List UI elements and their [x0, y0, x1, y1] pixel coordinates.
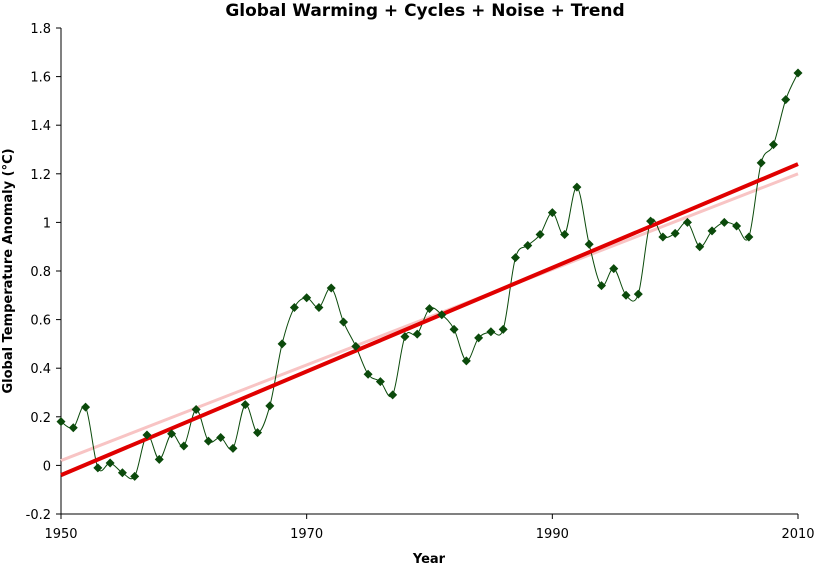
y-tick-label: 1.8	[30, 22, 51, 37]
data-point-marker	[191, 405, 201, 415]
data-point-marker	[277, 339, 287, 349]
data-point-marker	[105, 458, 115, 468]
plot-area	[56, 68, 803, 481]
y-axis-label: Global Temperature Anomaly (°C)	[1, 148, 16, 393]
data-point-marker	[596, 281, 606, 291]
y-tick-label: 0	[43, 459, 51, 474]
data-point-marker	[486, 327, 496, 337]
data-point-marker	[510, 253, 520, 263]
data-point-marker	[253, 428, 263, 438]
data-point-marker	[93, 463, 103, 473]
x-tick-label: 2010	[781, 527, 814, 542]
data-point-marker	[68, 423, 78, 433]
y-tick-label: 0.6	[30, 314, 51, 329]
trend-line	[60, 162, 799, 477]
axes: -0.2 0 0.2 0.4 0.6 0.8 1 1.2 1.4 1.6 1.8 1950 1970 19…	[26, 22, 815, 542]
faint-trend-line	[60, 172, 799, 462]
data-point-marker	[265, 401, 275, 411]
data-point-marker	[388, 390, 398, 400]
data-point-marker	[498, 324, 508, 334]
data-point-marker	[203, 436, 213, 446]
y-tick-label: -0.2	[26, 508, 51, 523]
data-point-marker	[547, 208, 557, 218]
data-point-marker	[768, 140, 778, 150]
y-tick-label: 0.4	[30, 362, 51, 377]
data-point-marker	[375, 377, 385, 387]
data-point-marker	[400, 332, 410, 342]
data-point-marker	[461, 356, 471, 366]
data-point-marker	[314, 302, 324, 312]
x-tick-label: 1970	[290, 527, 323, 542]
chart-title: Global Warming + Cycles + Noise + Trend	[225, 1, 624, 21]
y-tick-label: 0.8	[30, 265, 51, 280]
y-tick-label: 1.2	[30, 168, 51, 183]
data-point-marker	[744, 232, 754, 242]
data-point-marker	[216, 432, 226, 442]
data-point-marker	[732, 221, 742, 231]
y-tick-label: 1.6	[30, 71, 51, 86]
data-point-marker	[228, 443, 238, 453]
data-point-marker	[609, 264, 619, 274]
data-point-marker	[302, 293, 312, 303]
data-point-marker	[449, 324, 459, 334]
data-point-marker	[756, 158, 766, 168]
data-point-marker	[584, 239, 594, 249]
y-tick-label: 1	[43, 216, 51, 231]
data-point-marker	[363, 369, 373, 379]
data-point-marker	[142, 430, 152, 440]
data-point-marker	[474, 333, 484, 343]
data-point-marker	[425, 304, 434, 314]
data-point-marker	[412, 329, 422, 339]
data-point-marker	[670, 228, 680, 238]
data-point-marker	[682, 217, 692, 227]
data-point-marker	[707, 226, 717, 236]
data-point-marker	[289, 302, 299, 312]
x-axis-label: Year	[412, 552, 446, 566]
data-point-marker	[326, 283, 336, 293]
data-point-marker	[621, 290, 631, 300]
y-tick-label: 1.4	[30, 119, 51, 134]
x-tick-label: 1950	[44, 527, 77, 542]
data-point-marker	[240, 400, 250, 410]
data-point-marker	[117, 468, 127, 478]
data-point-marker	[646, 216, 656, 226]
x-tick-label: 1990	[536, 527, 569, 542]
data-point-marker	[695, 242, 705, 252]
data-point-marker	[154, 454, 164, 464]
data-point-marker	[719, 217, 729, 227]
data-point-marker	[56, 417, 66, 427]
data-point-marker	[572, 182, 582, 192]
data-point-marker	[560, 230, 570, 240]
data-point-marker	[179, 441, 189, 451]
y-tick-label: 0.2	[30, 411, 51, 426]
data-point-marker	[781, 95, 791, 105]
data-point-marker	[351, 341, 361, 351]
data-point-marker	[535, 230, 545, 240]
data-point-marker	[130, 471, 140, 481]
data-point-marker	[523, 240, 533, 250]
data-point-marker	[793, 68, 803, 78]
data-point-marker	[633, 289, 643, 299]
data-point-marker	[81, 402, 91, 412]
data-point-marker	[658, 232, 668, 242]
data-point-marker	[167, 429, 177, 439]
data-point-marker	[339, 317, 349, 327]
data-point-marker	[437, 310, 447, 320]
